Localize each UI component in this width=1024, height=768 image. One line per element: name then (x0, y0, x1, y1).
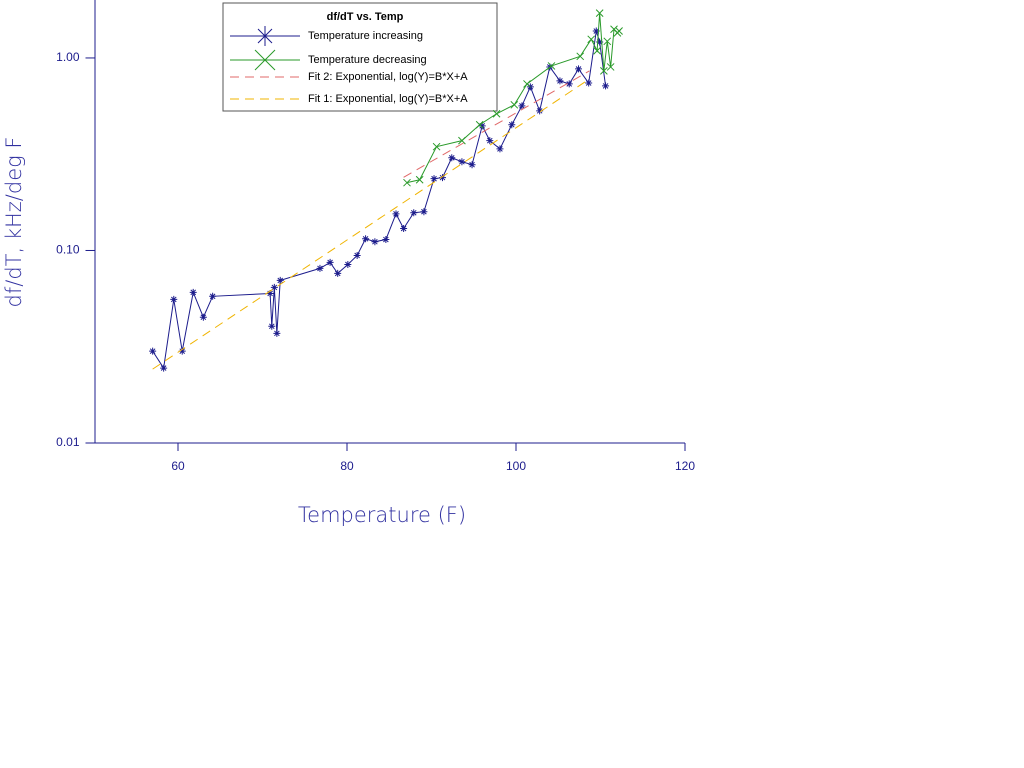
point-marker (438, 174, 446, 182)
series-line (152, 78, 590, 370)
point-marker (334, 269, 342, 277)
series-line (152, 30, 607, 370)
x-tick-label: 60 (171, 459, 185, 473)
point-marker (209, 292, 217, 300)
legend-label: Fit 1: Exponential, log(Y)=B*X+A (308, 93, 468, 105)
point-marker (468, 161, 476, 169)
point-marker (415, 175, 424, 184)
point-marker (585, 79, 593, 87)
legend-label: Temperature decreasing (308, 54, 427, 66)
point-marker (273, 329, 281, 337)
point-marker (458, 158, 466, 166)
point-marker (149, 347, 157, 355)
point-marker (595, 9, 604, 17)
point-marker (510, 100, 519, 109)
point-marker (458, 136, 466, 145)
point-marker (478, 122, 486, 130)
point-marker (486, 137, 494, 145)
point-marker (600, 67, 608, 75)
x-tick-label: 100 (506, 459, 526, 473)
y-tick-label: 0.01 (56, 435, 80, 449)
point-marker (602, 82, 610, 90)
point-marker (403, 178, 411, 187)
series-line (403, 70, 590, 178)
point-marker (523, 80, 531, 88)
point-marker (593, 46, 601, 55)
point-marker (353, 251, 361, 259)
x-tick-label: 120 (675, 459, 695, 473)
point-marker (410, 209, 418, 217)
point-marker (576, 52, 585, 61)
chart-title: df/dT vs. Temp (327, 11, 404, 23)
point-marker (362, 235, 370, 243)
point-marker (508, 121, 516, 129)
legend-label: Temperature increasing (308, 30, 423, 42)
point-marker (475, 120, 484, 129)
x-tick-label: 80 (340, 459, 354, 473)
point-marker (276, 276, 284, 284)
point-marker (596, 38, 604, 46)
point-marker (170, 295, 178, 303)
point-marker (432, 142, 441, 151)
x-axis-title: Temperature (F) (298, 503, 466, 527)
point-marker (496, 145, 504, 153)
y-axis-title: df/dT, kHz/deg F (2, 137, 26, 308)
y-tick-label: 1.00 (56, 50, 80, 64)
point-marker (492, 109, 501, 118)
point-marker (400, 225, 408, 233)
point-marker (178, 347, 186, 355)
point-marker (270, 283, 278, 291)
point-marker (371, 238, 379, 246)
point-marker (382, 236, 390, 244)
point-marker (392, 210, 400, 218)
point-marker (420, 208, 428, 216)
point-marker (518, 102, 526, 110)
point-marker (565, 80, 573, 88)
point-marker (326, 258, 334, 266)
point-marker (587, 35, 596, 44)
legend-label: Fit 2: Exponential, log(Y)=B*X+A (308, 71, 468, 83)
point-marker (344, 260, 352, 268)
point-marker (316, 264, 324, 272)
y-tick-label: 0.10 (56, 243, 80, 257)
point-marker (160, 364, 168, 372)
point-marker (603, 37, 612, 46)
point-marker (536, 107, 544, 115)
point-marker (592, 27, 600, 35)
legend-marker (254, 49, 276, 71)
point-marker (430, 175, 438, 183)
point-marker (615, 27, 623, 35)
point-marker (575, 65, 583, 73)
legend-marker (255, 26, 275, 46)
point-marker (266, 289, 274, 297)
point-marker (448, 154, 456, 162)
point-marker (606, 63, 615, 71)
point-marker (199, 313, 207, 321)
point-marker (189, 288, 197, 296)
point-marker (556, 77, 564, 85)
point-marker (268, 322, 276, 330)
point-marker (547, 62, 556, 70)
